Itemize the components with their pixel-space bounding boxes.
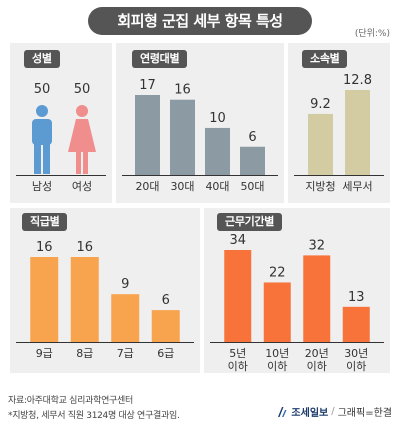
bar-age-2 — [205, 127, 230, 175]
value-label-rank-2: 9 — [121, 277, 129, 292]
brand-logo-icon — [278, 406, 287, 417]
value-label-affiliation-1: 12.8 — [343, 73, 372, 88]
category-label-tenure-1: 이하 — [267, 359, 287, 373]
bar-rank-1 — [70, 257, 99, 342]
category-label-tenure-2: 이하 — [307, 359, 327, 373]
category-label-age-2: 40대 — [205, 180, 229, 193]
category-label-gender-1: 여성 — [72, 180, 92, 193]
bar-affiliation-1 — [345, 90, 370, 175]
bar-rank-3 — [151, 310, 180, 342]
value-label-age-2: 10 — [209, 111, 226, 126]
chart-title-gender: 성별 — [24, 50, 60, 68]
bar-rank-0 — [30, 257, 59, 342]
category-label-tenure-2: 20년 — [305, 347, 329, 360]
value-label-tenure-1: 22 — [269, 265, 286, 280]
value-label-tenure-2: 32 — [308, 238, 325, 253]
unit-label: (단위:%) — [354, 29, 390, 39]
value-label-rank-3: 6 — [162, 293, 170, 308]
category-label-tenure-3: 30년 — [344, 347, 368, 360]
chart-title-tenure: 근무기간별 — [217, 213, 283, 231]
survey-note: *지방청, 세무서 직원 3124명 대상 연구결과임. — [8, 411, 180, 421]
category-label-affiliation-1: 세무서 — [342, 180, 372, 193]
bar-rank-2 — [111, 294, 140, 342]
female-leg-icon — [76, 150, 81, 174]
graphic-credit: 그래픽=한결 — [337, 408, 392, 419]
value-label-tenure-3: 13 — [348, 290, 365, 305]
panel-affiliation — [288, 43, 390, 203]
male-head-icon — [36, 105, 48, 117]
value-label-age-0: 17 — [139, 78, 156, 93]
male-leg-icon — [43, 143, 50, 174]
category-label-rank-3: 6급 — [157, 347, 174, 360]
value-label-affiliation-0: 9.2 — [310, 97, 331, 112]
bar-affiliation-0 — [308, 113, 333, 175]
category-label-tenure-3: 이하 — [346, 359, 366, 373]
category-label-tenure-1: 10년 — [265, 347, 289, 360]
category-label-affiliation-0: 지방청 — [305, 180, 335, 193]
value-label-gender-1: 50 — [74, 82, 91, 97]
bar-age-0 — [135, 95, 160, 175]
bar-tenure-0 — [224, 250, 252, 342]
value-label-gender-0: 50 — [34, 82, 51, 97]
chart-title-affiliation: 소속별 — [302, 50, 348, 68]
category-label-age-1: 30대 — [170, 180, 194, 193]
category-label-tenure-0: 5년 — [229, 347, 246, 360]
category-label-rank-1: 8급 — [76, 347, 93, 360]
female-leg-icon — [83, 150, 88, 174]
value-label-age-3: 6 — [248, 130, 256, 145]
source-note: 자료:아주대학교 심리과학연구센터 — [8, 396, 133, 406]
bar-tenure-2 — [303, 255, 331, 342]
credit-separator: / — [331, 406, 335, 417]
category-label-tenure-0: 이하 — [228, 359, 248, 373]
chart-title-age: 연령대별 — [132, 50, 188, 68]
female-head-icon — [76, 105, 88, 117]
page-title: 회피형 군집 세부 항목 특성 — [88, 7, 312, 35]
category-label-age-0: 20대 — [135, 180, 159, 193]
brand-name: 조세일보 — [291, 408, 329, 419]
value-label-rank-1: 16 — [76, 240, 93, 255]
value-label-age-1: 16 — [174, 83, 191, 98]
bar-tenure-1 — [263, 282, 291, 342]
panel-gender — [10, 43, 112, 203]
category-label-gender-0: 남성 — [32, 180, 52, 193]
value-label-tenure-0: 34 — [229, 233, 246, 248]
category-label-rank-0: 9급 — [36, 347, 53, 360]
value-label-rank-0: 16 — [36, 240, 53, 255]
category-label-age-3: 50대 — [240, 180, 264, 193]
male-body-icon — [32, 119, 52, 145]
male-leg-icon — [34, 143, 41, 174]
category-label-rank-2: 7급 — [117, 347, 134, 360]
bar-age-1 — [170, 99, 195, 175]
female-dress-icon — [68, 119, 96, 152]
bar-age-3 — [240, 146, 265, 175]
chart-title-rank: 직급별 — [22, 213, 68, 231]
credit: 조세일보 / 그래픽=한결 — [276, 404, 392, 419]
bar-tenure-3 — [342, 306, 370, 342]
